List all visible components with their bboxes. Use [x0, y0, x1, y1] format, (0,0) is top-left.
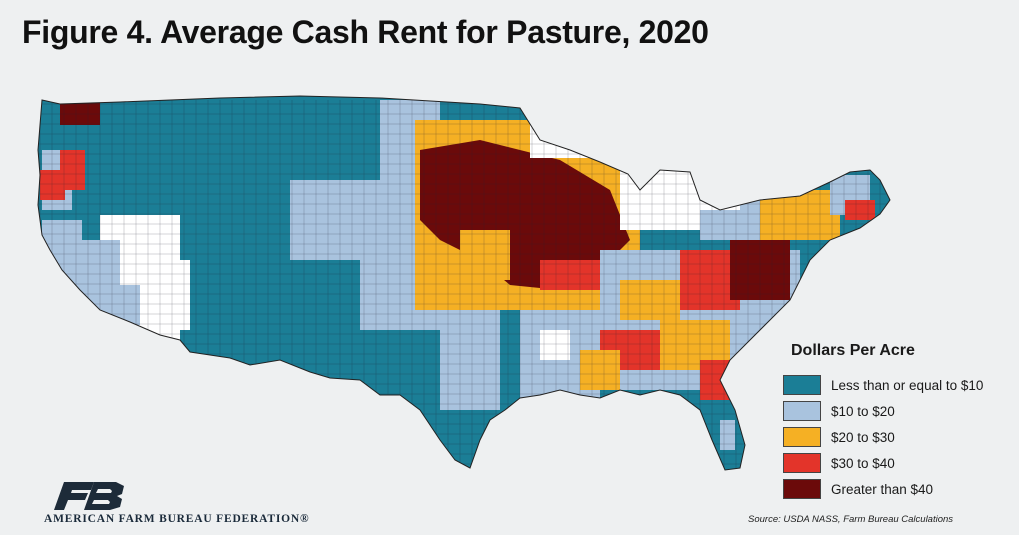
legend-item: Less than or equal to $10 — [783, 372, 1013, 398]
fb-logo-icon — [54, 482, 124, 510]
legend-label: $30 to $40 — [831, 455, 895, 471]
us-outline — [37, 95, 891, 471]
legend-item: $10 to $20 — [783, 398, 1013, 424]
legend-label: $20 to $30 — [831, 429, 895, 445]
legend-swatch-le10 — [783, 375, 821, 395]
legend-label: Less than or equal to $10 — [831, 377, 984, 393]
legend-item: Greater than $40 — [783, 476, 1013, 502]
legend: Dollars Per Acre Less than or equal to $… — [783, 342, 1013, 502]
legend-label: $10 to $20 — [831, 403, 895, 419]
org-name: AMERICAN FARM BUREAU FEDERATION® — [44, 513, 310, 525]
legend-swatch-gt40 — [783, 479, 821, 499]
legend-label: Greater than $40 — [831, 481, 934, 497]
legend-swatch-10-20 — [783, 401, 821, 421]
legend-title: Dollars Per Acre — [791, 342, 915, 359]
legend-swatch-20-30 — [783, 427, 821, 447]
figure-title: Figure 4. Average Cash Rent for Pasture,… — [22, 14, 709, 50]
legend-item: $30 to $40 — [783, 450, 1013, 476]
source-note: Source: USDA NASS, Farm Bureau Calculati… — [748, 514, 954, 525]
legend-item: $20 to $30 — [783, 424, 1013, 450]
legend-swatch-30-40 — [783, 453, 821, 473]
